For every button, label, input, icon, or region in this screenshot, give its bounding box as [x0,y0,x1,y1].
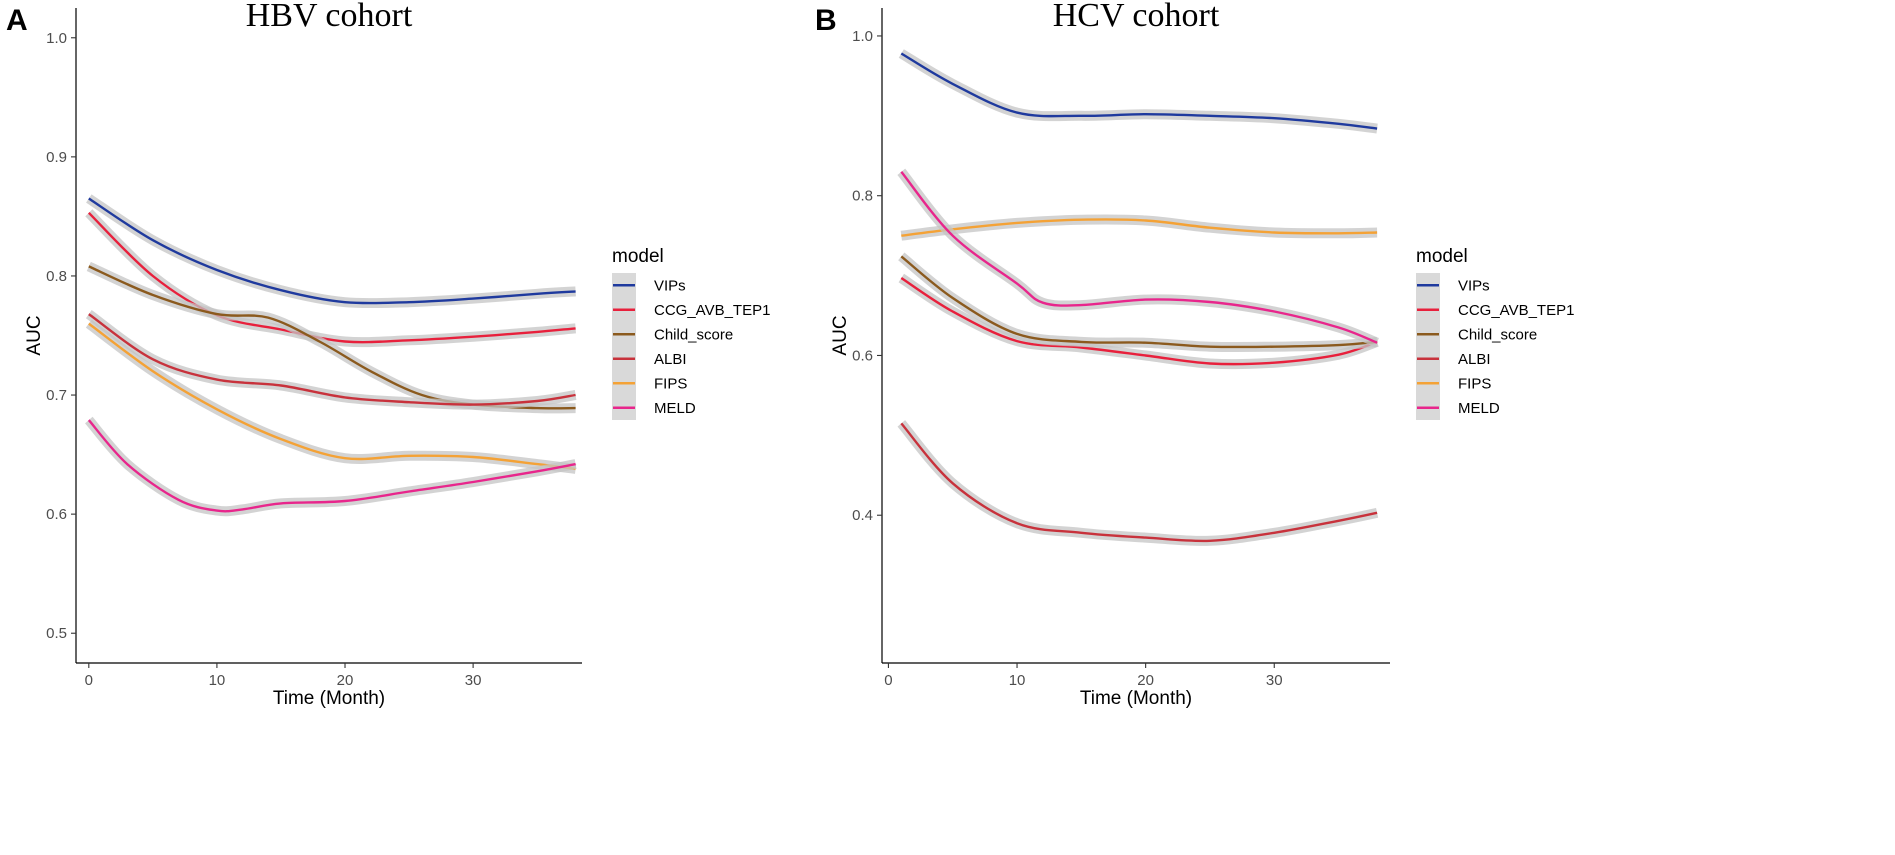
confidence-band-vips [898,49,1378,134]
x-tick-label: 10 [209,672,226,689]
legend-label: FIPS [1458,376,1491,393]
y-tick-label: 0.8 [46,268,67,285]
y-tick-label: 0.9 [46,149,67,166]
legend-label: VIPs [1458,278,1490,295]
series-line-child_score [900,255,1378,349]
legend-label: VIPs [654,278,686,295]
y-tick-label: 0.5 [46,625,67,642]
panel-b: B HCV cohort 0.4 0.6 0.8 1.0 0 10 20 30 Time (Mont… [815,0,1574,709]
confidence-band-ccg_avb_tep1 [85,209,577,348]
series-line-fips [88,322,576,471]
y-tick-label: 0.6 [852,347,873,364]
x-axis-title: Time (Month) [273,688,385,709]
legend-label: CCG_AVB_TEP1 [654,302,770,319]
legend-label: CCG_AVB_TEP1 [1458,302,1574,319]
legend-label: FIPS [654,376,687,393]
y-tick-label: 1.0 [46,30,67,47]
legend-label: ALBI [654,351,687,368]
legend-label: Child_score [1458,327,1537,344]
x-tick-label: 0 [85,672,93,689]
series-group [84,194,577,517]
x-tick-label: 10 [1009,672,1026,689]
legend: model VIPs CCG_AVB_TEP1 Child_score ALBI FIPS… [1416,246,1574,420]
panel-a: A HBV cohort 0.5 0.6 0.7 0.8 0.9 1.0 0 10 20 30 Time… [6,0,770,709]
legend: model VIPs CCG_AVB_TEP1 Child_score ALBI FIPS… [612,246,770,420]
y-axis-title: AUC [830,315,851,355]
series-line-albi [88,313,576,406]
y-tick-label: 0.8 [852,188,873,205]
legend-label: Child_score [654,327,733,344]
y-tick-label: 1.0 [852,28,873,45]
legend-label: MELD [1458,400,1500,417]
confidence-band-albi [85,310,577,410]
series-line-meld [900,171,1378,344]
series-line-vips [900,52,1378,130]
legend-label: ALBI [1458,351,1491,368]
series-line-meld [87,419,576,513]
series-group [897,49,1379,546]
y-tick-label: 0.6 [46,506,67,523]
series-line-albi [900,422,1378,543]
x-tick-label: 20 [337,672,354,689]
x-tick-label: 30 [1266,672,1283,689]
x-tick-label: 30 [465,672,482,689]
series-line-fips [901,218,1378,237]
y-axis-title: AUC [24,315,45,355]
series-line-ccg_avb_tep1 [900,276,1378,366]
panel-label: B [815,4,837,37]
confidence-band-meld [84,416,577,517]
legend-title: model [1416,246,1468,267]
panel-label: A [6,4,28,37]
confidence-band-albi [897,420,1379,546]
y-tick-label: 0.7 [46,387,67,404]
y-tick-label: 0.4 [852,507,873,524]
chart-title: HCV cohort [1053,0,1220,34]
chart-title: HBV cohort [246,0,413,34]
series-line-ccg_avb_tep1 [87,211,576,344]
series-line-vips [88,197,576,305]
legend-label: MELD [654,400,696,417]
x-tick-label: 20 [1137,672,1154,689]
legend-title: model [612,246,664,267]
x-axis-title: Time (Month) [1080,688,1192,709]
x-tick-label: 0 [884,672,892,689]
